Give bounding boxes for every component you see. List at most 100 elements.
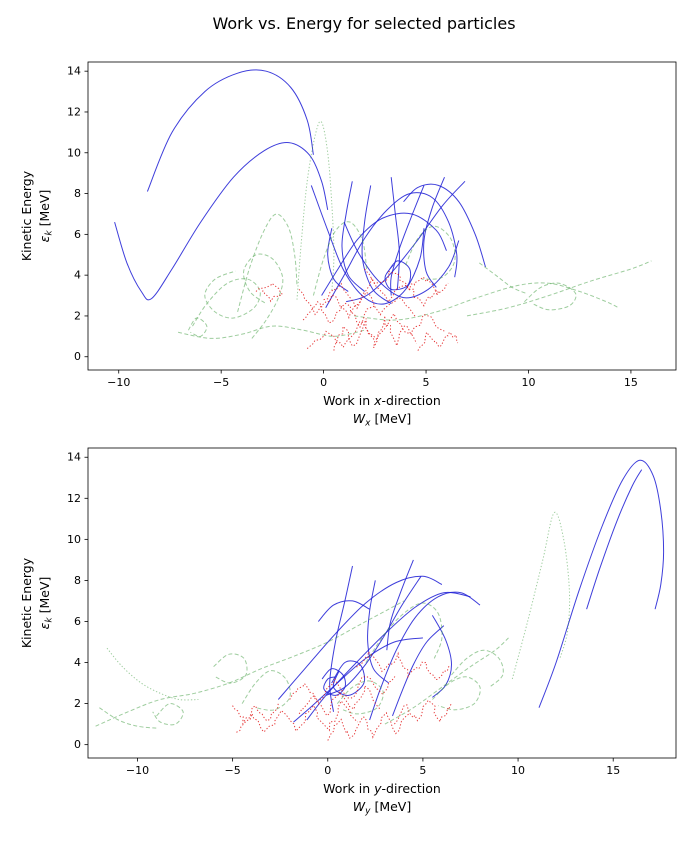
- red-trajectory: [232, 702, 279, 724]
- blue-trajectory: [586, 469, 643, 610]
- green-trajectory: [405, 225, 456, 280]
- y-axis-label-units: εk [MeV]: [37, 190, 55, 243]
- y-tick-label: 14: [67, 451, 81, 464]
- red-trajectory: [394, 699, 452, 725]
- y-tick-label: 0: [74, 738, 81, 751]
- green-trajectory: [237, 213, 298, 313]
- green-trajectory: [384, 637, 509, 725]
- blue-trajectory: [327, 228, 349, 292]
- blue-trajectory: [384, 260, 412, 291]
- green-trajectory: [478, 262, 527, 294]
- x-axis-label: Work in x-direction: [323, 393, 441, 408]
- x-tick-label: −10: [107, 376, 130, 389]
- y-tick-label: 4: [74, 656, 81, 669]
- red-trajectory: [323, 276, 438, 310]
- green-trajectory: [354, 282, 619, 321]
- green-trajectory: [152, 703, 184, 726]
- y-axis-label: Kinetic Energy: [19, 557, 34, 648]
- x-axis-label-units: Wx [MeV]: [353, 411, 411, 429]
- x-tick-label: −10: [126, 764, 149, 777]
- blue-trajectory: [325, 576, 422, 696]
- x-tick-label: 15: [606, 764, 620, 777]
- blue-trajectory: [386, 559, 414, 651]
- x-tick-label: 10: [521, 376, 535, 389]
- y-tick-label: 2: [74, 697, 81, 710]
- green-trajectory: [178, 325, 365, 339]
- green-trajectory: [241, 670, 291, 711]
- y-tick-label: 12: [67, 492, 81, 505]
- green-trajectory: [99, 707, 157, 729]
- y-axis-label-units: εk [MeV]: [37, 577, 55, 630]
- green-trajectory: [243, 253, 284, 339]
- green-trajectory: [312, 221, 368, 296]
- y-tick-label: 8: [74, 187, 81, 200]
- green-trajectory: [365, 602, 443, 663]
- blue-trajectory: [341, 181, 365, 292]
- red-trajectory: [289, 675, 396, 704]
- x-tick-label: 5: [419, 764, 426, 777]
- y-tick-label: 14: [67, 65, 81, 78]
- red-trajectory: [302, 301, 376, 329]
- blue-trajectory: [538, 459, 665, 708]
- y-tick-label: 0: [74, 350, 81, 363]
- y-tick-label: 10: [67, 533, 81, 546]
- blue-trajectory: [423, 177, 445, 288]
- green-trajectory: [336, 680, 384, 715]
- green-trajectory: [213, 653, 248, 684]
- y-tick-label: 8: [74, 574, 81, 587]
- axes-box: [87, 61, 677, 371]
- green-trajectory: [296, 120, 335, 300]
- green-trajectory: [106, 647, 199, 701]
- blue-trajectory: [329, 565, 353, 712]
- axes-box: [87, 447, 677, 759]
- blue-trajectory: [345, 180, 466, 303]
- blue-trajectory: [343, 221, 460, 299]
- red-trajectory: [364, 268, 449, 295]
- blue-trajectory: [361, 185, 392, 305]
- blue-trajectory: [392, 625, 445, 717]
- red-trajectory: [306, 312, 445, 349]
- green-trajectory: [187, 317, 208, 337]
- blue-trajectory: [277, 575, 443, 700]
- blue-trajectory: [403, 183, 486, 268]
- x-tick-label: 0: [324, 764, 331, 777]
- y-tick-label: 6: [74, 228, 81, 241]
- blue-trajectory: [325, 192, 458, 309]
- red-trajectory: [298, 684, 382, 717]
- x-axis-label: Work in y-direction: [323, 781, 441, 796]
- blue-trajectory: [390, 177, 400, 290]
- green-trajectory: [432, 676, 481, 711]
- green-trajectory: [511, 511, 571, 680]
- y-tick-label: 6: [74, 615, 81, 628]
- green-trajectory: [95, 600, 405, 727]
- y-tick-label: 4: [74, 269, 81, 282]
- blue-trajectory: [293, 637, 423, 723]
- figure-title: Work vs. Energy for selected particles: [212, 14, 516, 33]
- x-tick-label: −5: [225, 764, 241, 777]
- x-tick-label: 5: [423, 376, 430, 389]
- plot-area-top: [114, 69, 652, 351]
- blue-trajectory: [114, 142, 329, 301]
- blue-trajectory: [310, 185, 425, 305]
- blue-trajectory: [146, 69, 314, 192]
- y-axis-label: Kinetic Energy: [19, 170, 34, 261]
- x-tick-label: 15: [624, 376, 638, 389]
- green-trajectory: [192, 270, 261, 327]
- y-tick-label: 2: [74, 309, 81, 322]
- red-trajectory: [333, 315, 418, 351]
- green-trajectory: [524, 282, 577, 311]
- blue-trajectory: [317, 600, 370, 622]
- blue-trajectory: [321, 212, 447, 296]
- x-tick-label: 10: [511, 764, 525, 777]
- red-trajectory: [417, 331, 459, 351]
- blue-trajectory: [367, 580, 390, 684]
- y-tick-label: 10: [67, 146, 81, 159]
- red-trajectory: [298, 289, 416, 320]
- blue-trajectory: [369, 591, 481, 721]
- y-tick-label: 12: [67, 105, 81, 118]
- green-trajectory: [466, 260, 652, 317]
- green-trajectory: [451, 649, 504, 688]
- red-trajectory: [327, 711, 410, 741]
